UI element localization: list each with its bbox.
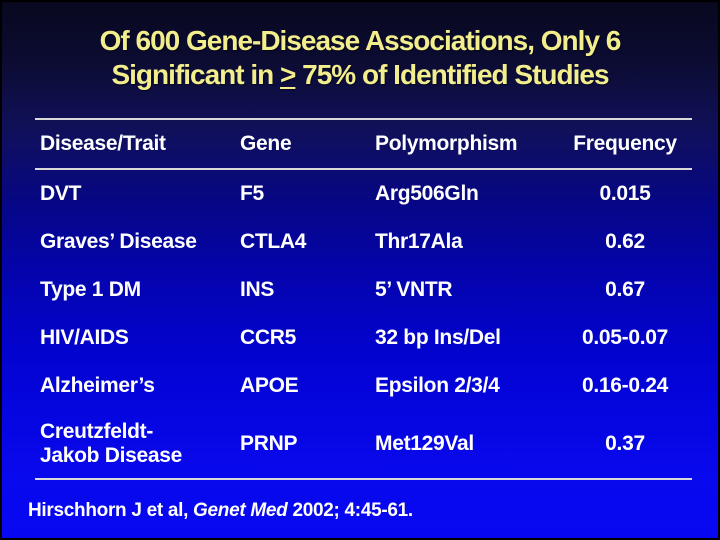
cell-gene: APOE (240, 374, 299, 397)
cell-frequency: 0.37 (605, 432, 645, 455)
table-row: Graves’ Disease CTLA4 Thr17Ala 0.62 (35, 218, 692, 266)
table-row: DVT F5 Arg506Gln 0.015 (35, 170, 692, 218)
column-header-frequency: Frequency (573, 132, 677, 155)
slide-title-line-2-prefix: Significant in (111, 59, 281, 90)
cell-gene: F5 (240, 182, 264, 205)
cell-gene: PRNP (240, 432, 298, 455)
table-row: Type 1 DM INS 5’ VNTR 0.67 (35, 266, 692, 314)
cell-polymorphism: Arg506Gln (375, 182, 479, 205)
citation-details: 2002; 4:45-61. (287, 500, 413, 521)
table-row: Alzheimer’s APOE Epsilon 2/3/4 0.16-0.24 (35, 362, 692, 410)
cell-disease: Creutzfeldt- Jakob Disease (40, 420, 183, 467)
cell-disease: Alzheimer’s (40, 374, 155, 397)
cell-polymorphism: Epsilon 2/3/4 (375, 374, 500, 397)
column-header-gene: Gene (240, 132, 292, 155)
slide-title-line-2-suffix: 75% of Identified Studies (295, 59, 609, 90)
table-row: Creutzfeldt- Jakob Disease PRNP Met129Va… (35, 410, 692, 478)
cell-polymorphism: 32 bp Ins/Del (375, 326, 501, 349)
citation-journal: Genet Med (193, 500, 288, 521)
table-row: HIV/AIDS CCR5 32 bp Ins/Del 0.05-0.07 (35, 314, 692, 362)
column-header-polymorphism: Polymorphism (375, 132, 518, 155)
cell-gene: CTLA4 (240, 230, 307, 253)
greater-equal-symbol: > (280, 59, 296, 90)
cell-polymorphism: Thr17Ala (375, 230, 463, 253)
slide-title-line-1: Of 600 Gene-Disease Associations, Only 6 (99, 25, 622, 56)
slide-title: Of 600 Gene-Disease Associations, Only 6… (0, 0, 720, 92)
column-header-disease-trait: Disease/Trait (40, 132, 166, 155)
cell-disease: HIV/AIDS (40, 326, 129, 349)
gene-disease-table: Disease/Trait Gene Polymorphism Frequenc… (35, 118, 692, 480)
slide-title-line-2: Significant in > 75% of Identified Studi… (0, 58, 720, 92)
table-header-row: Disease/Trait Gene Polymorphism Frequenc… (35, 120, 692, 170)
cell-gene: CCR5 (240, 326, 296, 349)
cell-frequency: 0.05-0.07 (581, 326, 669, 349)
citation: Hirschhorn J et al, Genet Med 2002; 4:45… (28, 500, 720, 522)
cell-disease: Type 1 DM (40, 278, 141, 301)
cell-gene: INS (240, 278, 275, 301)
cell-frequency: 0.015 (599, 182, 651, 205)
cell-polymorphism: 5’ VNTR (375, 278, 453, 301)
cell-frequency: 0.62 (605, 230, 645, 253)
cell-frequency: 0.67 (605, 278, 645, 301)
cell-disease: Graves’ Disease (40, 230, 197, 253)
cell-frequency: 0.16-0.24 (581, 374, 669, 397)
cell-polymorphism: Met129Val (375, 432, 474, 455)
citation-authors: Hirschhorn J et al, (28, 500, 194, 521)
cell-disease: DVT (40, 182, 82, 205)
